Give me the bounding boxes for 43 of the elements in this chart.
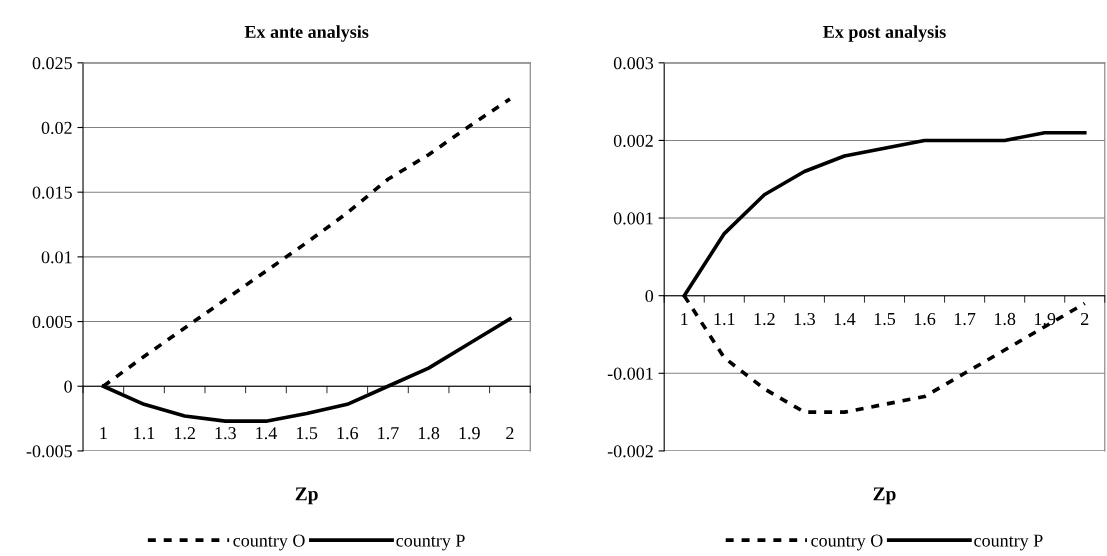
x-tick-label: 1.5 [874, 312, 896, 326]
x-tick-label: 1.8 [994, 312, 1016, 326]
y-tick-label: -0.001 [607, 367, 653, 380]
legend-label: country O [233, 534, 305, 551]
x-tick-label: 1.5 [296, 427, 318, 440]
x-tick-label: 1 [681, 312, 688, 325]
x-tick-label: 1.8 [418, 427, 440, 440]
y-tick-label: -0.005 [26, 445, 72, 458]
x-tick-label: 1.6 [914, 312, 936, 326]
y-tick-label: 0.005 [32, 315, 72, 329]
x-tick-label: 1.2 [754, 312, 775, 326]
x-tick-label: 2 [506, 427, 514, 440]
x-tick-label: 1.9 [459, 427, 480, 440]
x-tick-label: 1.7 [954, 312, 976, 326]
y-tick-label: 0.002 [613, 134, 653, 147]
y-tick-label: 0.025 [32, 57, 72, 70]
x-tick-label: 1.6 [337, 427, 359, 440]
x-axis-title: Zp [295, 487, 318, 505]
x-tick-label: 1.3 [794, 312, 815, 326]
y-tick-label: 0 [64, 380, 72, 393]
legend-label: country P [974, 534, 1043, 551]
x-tick-label: 1.1 [134, 427, 155, 440]
y-tick-label: 0 [645, 289, 654, 303]
y-tick-label: -0.002 [607, 445, 653, 458]
chart-title: Ex post analysis [823, 25, 946, 42]
x-tick-label: 1.1 [714, 312, 735, 326]
x-axis-title: Zp [873, 487, 896, 505]
x-tick-label: 1.7 [378, 427, 399, 440]
legend-label: country O [811, 534, 883, 551]
x-tick-label: 1.2 [174, 427, 195, 440]
x-tick-label: 1.9 [1035, 312, 1056, 326]
x-tick-label: 2 [1081, 312, 1089, 325]
y-tick-label: 0.02 [41, 121, 72, 135]
y-tick-label: 0.01 [41, 251, 72, 264]
y-tick-label: 0.003 [613, 57, 654, 70]
y-tick-label: 0.001 [613, 212, 653, 225]
x-tick-label: 1.3 [215, 427, 236, 440]
x-tick-label: 1.4 [256, 427, 277, 440]
chart-title: Ex ante analysis [244, 25, 369, 42]
legend-label: country P [396, 534, 465, 551]
y-tick-label: 0.015 [32, 186, 72, 199]
x-tick-label: 1.4 [834, 312, 856, 326]
x-tick-label: 1 [100, 427, 107, 440]
